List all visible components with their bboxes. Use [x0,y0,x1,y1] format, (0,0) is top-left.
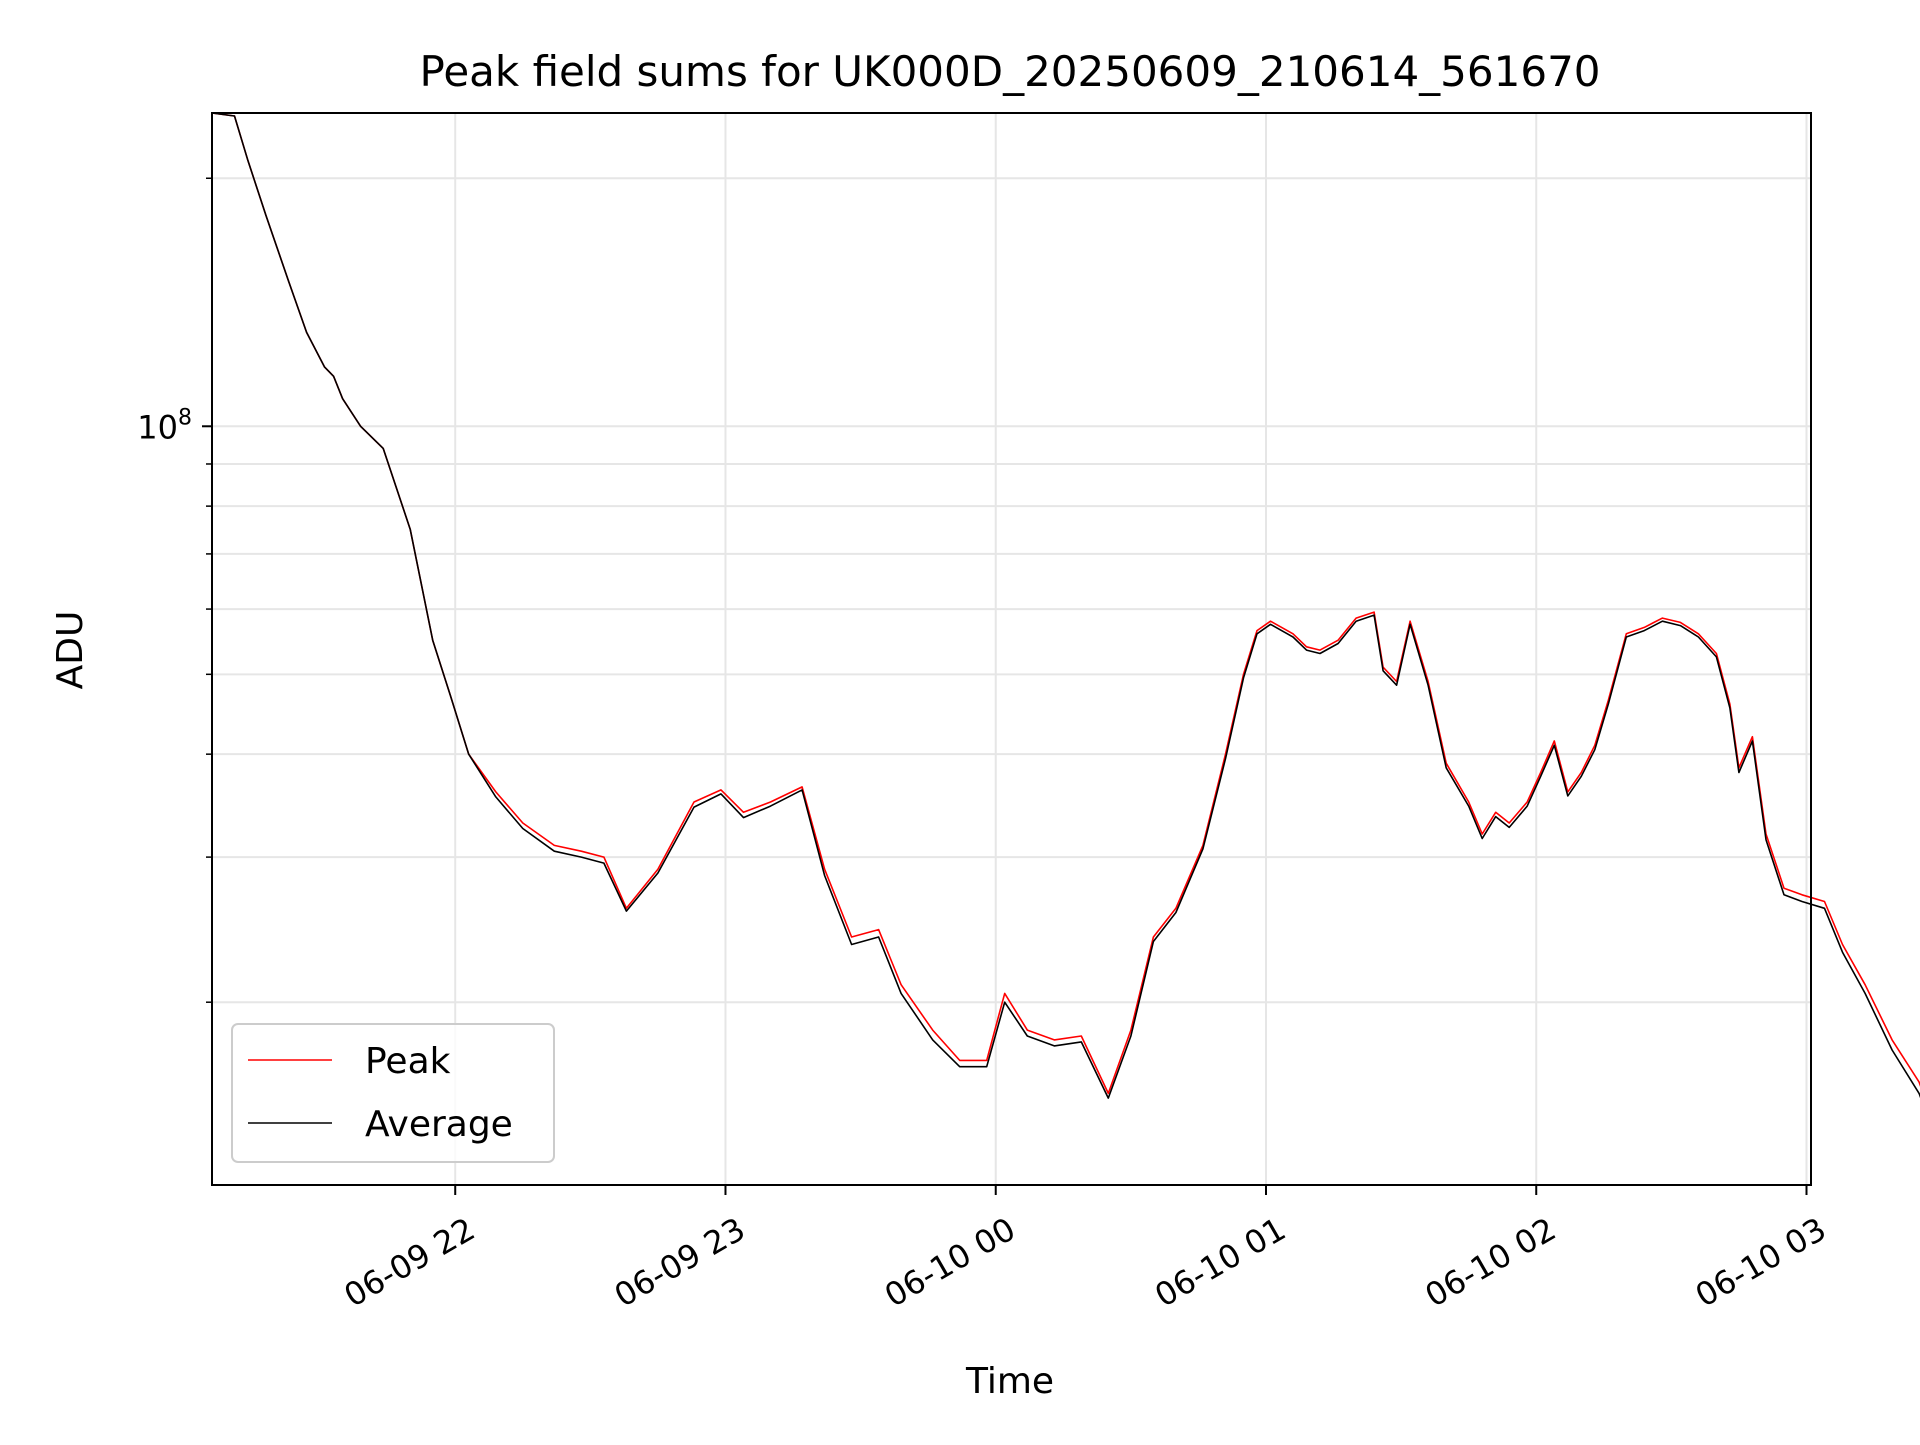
series-lines [211,112,1920,1099]
grid-lines [212,113,1811,1185]
chart-title: Peak field sums for UK000D_20250609_2106… [419,47,1600,96]
y-tick-label: 108 [137,405,192,446]
legend: Peak Average [231,1023,555,1163]
series-line-average [211,112,1920,1099]
legend-label-average: Average [365,1104,513,1145]
y-axis-label: ADU [50,611,91,690]
series-line-peak [211,112,1920,1095]
legend-label-peak: Peak [365,1041,451,1082]
legend-box [231,1023,555,1163]
x-axis-label: Time [965,1361,1054,1402]
plot-frame [211,112,1812,1186]
